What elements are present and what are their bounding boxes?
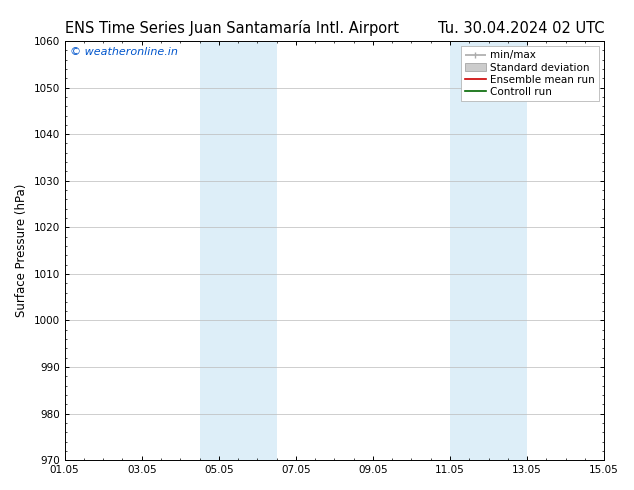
Y-axis label: Surface Pressure (hPa): Surface Pressure (hPa): [15, 184, 28, 318]
Text: ENS Time Series Juan Santamaría Intl. Airport: ENS Time Series Juan Santamaría Intl. Ai…: [65, 20, 399, 36]
Bar: [200, 41, 276, 460]
Text: © weatheronline.in: © weatheronline.in: [70, 48, 178, 57]
Bar: [450, 41, 527, 460]
Text: Tu. 30.04.2024 02 UTC: Tu. 30.04.2024 02 UTC: [437, 21, 604, 36]
Legend: min/max, Standard deviation, Ensemble mean run, Controll run: min/max, Standard deviation, Ensemble me…: [461, 46, 599, 101]
